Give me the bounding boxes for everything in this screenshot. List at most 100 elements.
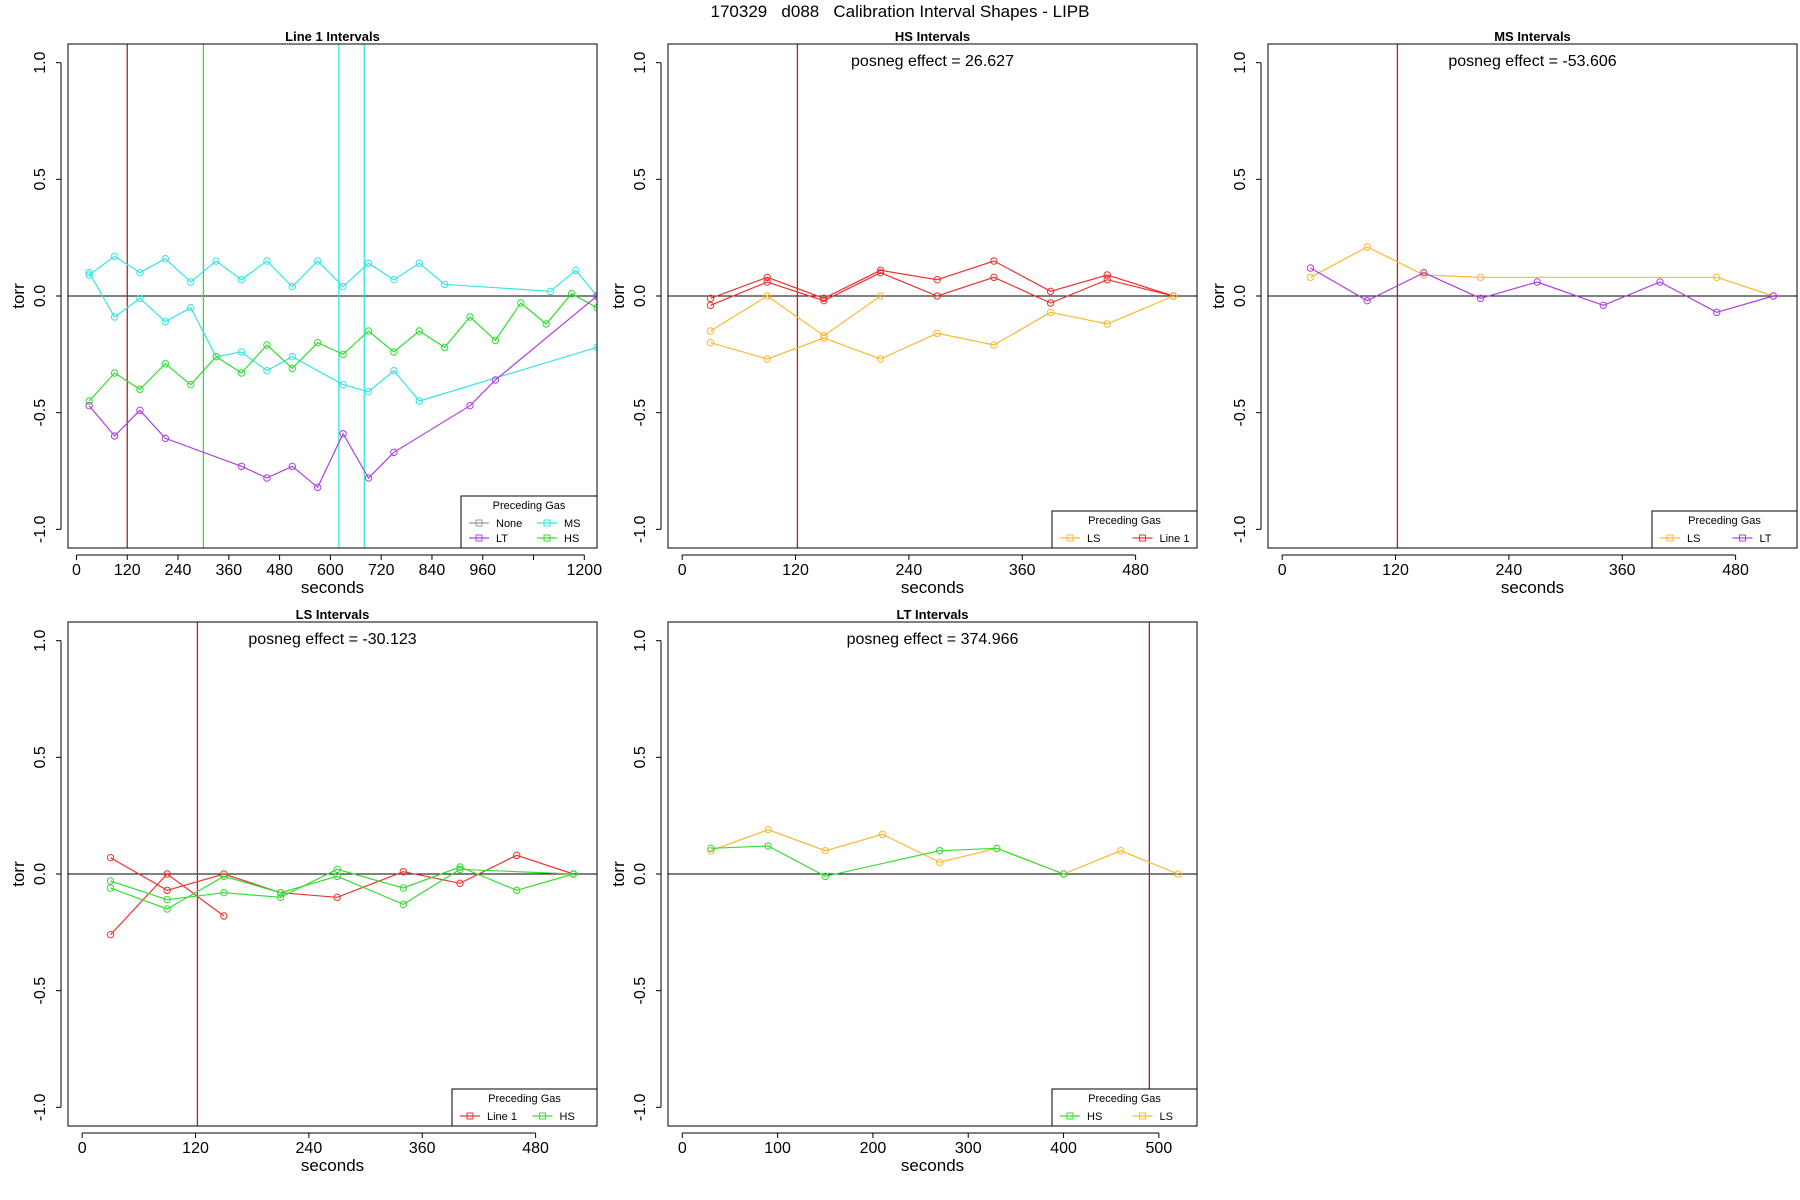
plot-frame — [667, 621, 1198, 1127]
y-tick-label: 0.5 — [632, 746, 649, 768]
x-axis-label: seconds — [301, 578, 364, 597]
data-point — [364, 259, 373, 268]
y-tick-label: 1.0 — [632, 51, 649, 73]
legend-label: Line 1 — [1160, 533, 1190, 545]
data-point — [763, 278, 771, 286]
legend-title: Preceding Gas — [493, 500, 566, 512]
data-point — [935, 846, 944, 855]
y-tick-label: 1.0 — [632, 629, 649, 651]
data-point — [106, 877, 115, 885]
data-point — [706, 338, 715, 347]
legend-label: LT — [1760, 533, 1772, 545]
y-tick-label: -0.5 — [32, 399, 49, 427]
x-axis-label: seconds — [901, 1156, 964, 1175]
plot-frame — [1267, 43, 1798, 549]
y-tick-label: -1.0 — [1232, 515, 1249, 543]
chart-svg-ms: MS Intervals 0 120 240 360 480 seconds -1.0 -0.5… — [1209, 29, 1798, 597]
y-tick-label: 0.0 — [632, 863, 649, 885]
data-point — [456, 879, 464, 888]
data-point — [399, 867, 408, 876]
data-point — [1103, 271, 1111, 279]
legend-label: LS — [1087, 533, 1100, 545]
data-point — [878, 830, 887, 839]
data-point — [820, 296, 828, 305]
data-point — [1713, 308, 1721, 317]
y-tick-label: 0.0 — [632, 285, 649, 307]
data-point — [333, 872, 341, 881]
data-point — [163, 895, 171, 904]
data-point — [1420, 271, 1428, 279]
data-point — [821, 846, 829, 855]
x-axis-label: seconds — [301, 1156, 364, 1175]
data-point — [1046, 287, 1055, 296]
data-point — [85, 401, 93, 410]
chart-panel-ls: LS Intervals 0 120 240 360 480 seconds -1.0 -0.5… — [0, 602, 600, 1180]
legend: Preceding Gas LS Line 1 — [1051, 510, 1198, 549]
x-tick-label: 100 — [764, 1140, 791, 1157]
x-tick-label: 960 — [469, 562, 496, 579]
data-point — [212, 352, 220, 361]
data-point — [163, 870, 171, 878]
y-axis-label: torr — [1209, 283, 1228, 309]
data-point — [313, 338, 322, 347]
data-point — [110, 432, 119, 440]
data-point — [491, 336, 500, 345]
y-tick-label: -1.0 — [632, 515, 649, 543]
series-line-1 — [1310, 267, 1774, 313]
data-point — [364, 327, 373, 335]
x-tick-label: 120 — [1382, 562, 1409, 579]
y-tick-label: 0.5 — [32, 168, 49, 190]
data-point — [1117, 846, 1125, 855]
page-title: 170329 d088 Calibration Interval Shapes … — [710, 2, 1090, 21]
y-tick-label: 0.5 — [32, 746, 49, 768]
posneg-annotation: posneg effect = -30.123 — [248, 631, 416, 648]
data-point — [161, 359, 170, 368]
data-point — [706, 301, 715, 310]
data-point — [990, 257, 998, 265]
data-point — [333, 893, 341, 902]
series-group — [707, 825, 1182, 881]
data-point — [993, 844, 1001, 853]
legend-swatch-marker — [1139, 1112, 1146, 1120]
series-line-0 — [710, 829, 1179, 875]
series-line-1 — [710, 845, 1064, 877]
legend-title: Preceding Gas — [1088, 1093, 1161, 1105]
data-point — [820, 294, 828, 303]
y-axis-label: torr — [9, 861, 28, 887]
x-tick-label: 240 — [1496, 562, 1523, 579]
x-tick-label: 1200 — [567, 562, 603, 579]
x-tick-label: 360 — [409, 1140, 436, 1157]
y-tick-label: -0.5 — [1232, 399, 1249, 427]
data-point — [85, 271, 93, 279]
legend-label: Line 1 — [487, 1111, 517, 1123]
y-tick-label: -0.5 — [32, 977, 49, 1005]
data-point — [440, 280, 449, 289]
data-point — [517, 299, 525, 307]
x-tick-label: 480 — [266, 562, 293, 579]
data-point — [333, 865, 341, 874]
data-point — [136, 268, 144, 277]
data-point — [263, 341, 271, 349]
legend-box — [460, 495, 598, 549]
data-point — [313, 483, 322, 492]
data-point — [161, 317, 170, 326]
x-tick-label: 0 — [678, 562, 687, 579]
data-point — [1476, 294, 1485, 303]
x-tick-label: 240 — [165, 562, 192, 579]
series-line-0 — [1310, 246, 1774, 297]
data-point — [933, 275, 941, 284]
series-group — [706, 257, 1178, 363]
y-tick-label: -1.0 — [32, 1093, 49, 1121]
series-line-0 — [110, 854, 574, 898]
y-tick-label: 1.0 — [1232, 51, 1249, 73]
data-point — [237, 462, 246, 471]
data-point — [136, 385, 144, 394]
data-point — [1599, 301, 1608, 310]
data-point — [110, 313, 119, 321]
chart-panel-lt: LT Intervals 0 100 200 300 400 500 seconds -1.0 -… — [600, 602, 1200, 1180]
x-tick-label: 120 — [114, 562, 141, 579]
data-point — [187, 380, 195, 389]
x-tick-label: 240 — [896, 562, 923, 579]
x-tick-label: 120 — [182, 1140, 209, 1157]
data-point — [276, 893, 285, 902]
